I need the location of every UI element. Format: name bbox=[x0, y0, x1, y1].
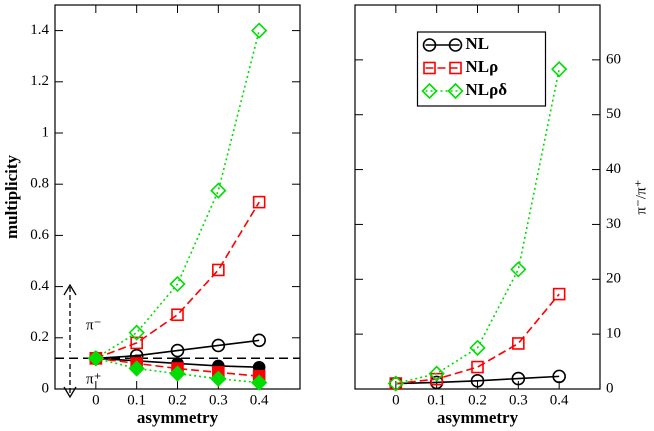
marker bbox=[469, 339, 486, 356]
legend-label: NLρ bbox=[466, 57, 499, 76]
x-tick-label: 0.1 bbox=[127, 392, 146, 408]
marker bbox=[387, 375, 404, 392]
y-tick-label: 40 bbox=[606, 161, 621, 177]
y-tick-label: 30 bbox=[606, 216, 621, 232]
annotation-arrows bbox=[63, 283, 77, 399]
y-tick-label: 1.4 bbox=[30, 22, 49, 38]
marker bbox=[471, 360, 484, 374]
arrow-head bbox=[63, 283, 77, 296]
marker bbox=[210, 370, 227, 387]
marker bbox=[470, 373, 485, 388]
marker bbox=[251, 22, 268, 39]
y-axis-label: multiplicity bbox=[2, 154, 21, 239]
legend-marker bbox=[421, 82, 438, 100]
marker bbox=[252, 195, 266, 209]
x-tick-label: 0.3 bbox=[209, 392, 228, 408]
marker bbox=[169, 365, 186, 382]
y-tick-label: 1 bbox=[42, 124, 50, 140]
y-tick-label: 20 bbox=[606, 271, 621, 287]
marker bbox=[428, 365, 445, 382]
marker bbox=[128, 324, 145, 341]
legend-marker bbox=[449, 61, 462, 75]
marker bbox=[512, 337, 525, 350]
series-line bbox=[95, 30, 260, 359]
marker bbox=[211, 338, 226, 353]
marker bbox=[210, 182, 227, 199]
legend-marker bbox=[422, 38, 437, 52]
marker bbox=[87, 350, 104, 367]
x-tick-label: 0.3 bbox=[509, 392, 528, 408]
annotation: π⁻ bbox=[86, 317, 102, 333]
x-tick-label: 0.4 bbox=[550, 392, 569, 408]
x-tick-label: 0.4 bbox=[250, 392, 269, 408]
x-tick-label: 0 bbox=[392, 392, 400, 408]
marker bbox=[552, 369, 566, 384]
y-tick-label: 50 bbox=[606, 106, 621, 122]
marker bbox=[511, 371, 526, 386]
x-tick-label: 0.1 bbox=[427, 392, 446, 408]
marker bbox=[130, 336, 143, 350]
marker bbox=[212, 263, 225, 277]
y-tick-label: 0.8 bbox=[30, 176, 49, 192]
marker bbox=[169, 275, 186, 293]
marker bbox=[552, 287, 566, 301]
y-tick-label: 60 bbox=[606, 51, 621, 67]
marker bbox=[430, 372, 443, 386]
x-axis-label: asymmetry bbox=[437, 408, 519, 427]
marker bbox=[170, 343, 185, 358]
marker bbox=[551, 61, 568, 78]
series-line bbox=[395, 69, 560, 385]
marker bbox=[128, 360, 145, 377]
marker bbox=[251, 374, 268, 391]
marker bbox=[171, 308, 184, 322]
annotation: π⁺ bbox=[86, 371, 102, 387]
x-tick-label: 0 bbox=[92, 392, 100, 408]
y-tick-label: 0.2 bbox=[30, 329, 49, 345]
legend-label: NL bbox=[466, 34, 490, 53]
marker bbox=[510, 261, 527, 278]
series-line bbox=[95, 357, 260, 377]
marker bbox=[252, 333, 266, 348]
y-tick-label: 0 bbox=[606, 380, 614, 396]
series-line bbox=[95, 339, 260, 360]
marker bbox=[389, 377, 403, 390]
legend-label: NLρδ bbox=[466, 80, 508, 99]
x-axis-label: asymmetry bbox=[137, 408, 219, 427]
legend-marker bbox=[447, 82, 464, 100]
y-tick-label: 10 bbox=[606, 326, 621, 342]
series-line bbox=[395, 293, 560, 385]
legend-marker bbox=[448, 38, 463, 52]
legend-marker bbox=[423, 61, 436, 75]
series-line bbox=[95, 201, 260, 360]
arrow-head bbox=[63, 386, 77, 399]
y-tick-label: 0.4 bbox=[30, 278, 49, 294]
y-tick-label: 0 bbox=[42, 380, 50, 396]
x-tick-label: 0.2 bbox=[168, 392, 187, 408]
x-tick-label: 0.2 bbox=[468, 392, 487, 408]
y-tick-label: 1.2 bbox=[30, 73, 49, 89]
series-line bbox=[395, 375, 560, 385]
y-tick-label: 0.6 bbox=[30, 227, 49, 243]
y-axis-label: π⁻/π⁺ bbox=[633, 179, 649, 214]
